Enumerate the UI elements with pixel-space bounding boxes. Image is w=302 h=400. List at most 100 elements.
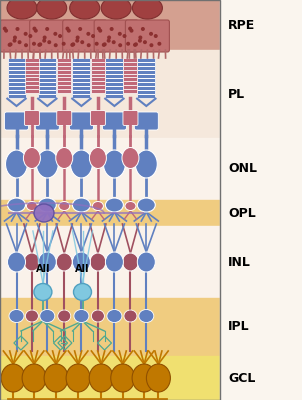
Bar bbox=[0, 50, 220, 138]
Ellipse shape bbox=[122, 253, 138, 271]
FancyBboxPatch shape bbox=[137, 58, 155, 98]
Circle shape bbox=[75, 39, 79, 43]
Ellipse shape bbox=[59, 202, 70, 210]
Ellipse shape bbox=[56, 253, 72, 271]
FancyBboxPatch shape bbox=[72, 58, 90, 98]
Circle shape bbox=[42, 39, 46, 43]
Text: AII: AII bbox=[75, 264, 90, 274]
Bar bbox=[0, 0, 220, 400]
Circle shape bbox=[8, 43, 11, 47]
Circle shape bbox=[141, 27, 145, 31]
FancyBboxPatch shape bbox=[124, 58, 137, 93]
Circle shape bbox=[15, 27, 20, 31]
Ellipse shape bbox=[36, 150, 58, 178]
Ellipse shape bbox=[34, 204, 54, 222]
Text: AII: AII bbox=[36, 264, 50, 274]
Circle shape bbox=[138, 39, 142, 43]
Circle shape bbox=[138, 36, 142, 40]
Ellipse shape bbox=[92, 202, 103, 210]
FancyBboxPatch shape bbox=[57, 110, 72, 126]
FancyBboxPatch shape bbox=[134, 112, 158, 130]
Circle shape bbox=[110, 27, 114, 31]
Ellipse shape bbox=[103, 150, 125, 178]
Circle shape bbox=[43, 36, 47, 40]
FancyBboxPatch shape bbox=[57, 58, 71, 93]
Bar bbox=[0, 200, 220, 226]
Ellipse shape bbox=[25, 310, 38, 322]
Bar bbox=[0, 298, 220, 356]
Circle shape bbox=[98, 29, 102, 33]
Text: INL: INL bbox=[228, 256, 251, 268]
Circle shape bbox=[45, 27, 49, 31]
Circle shape bbox=[107, 39, 111, 43]
Circle shape bbox=[157, 42, 161, 46]
Ellipse shape bbox=[37, 0, 67, 19]
FancyBboxPatch shape bbox=[90, 110, 105, 126]
Circle shape bbox=[38, 42, 42, 46]
Circle shape bbox=[149, 43, 153, 47]
Ellipse shape bbox=[89, 364, 113, 392]
FancyBboxPatch shape bbox=[24, 110, 39, 126]
FancyBboxPatch shape bbox=[63, 20, 107, 52]
Circle shape bbox=[8, 42, 13, 46]
Ellipse shape bbox=[22, 364, 46, 392]
FancyBboxPatch shape bbox=[94, 20, 138, 52]
FancyBboxPatch shape bbox=[125, 20, 169, 52]
Circle shape bbox=[3, 27, 7, 31]
Ellipse shape bbox=[72, 198, 90, 212]
Circle shape bbox=[87, 43, 91, 47]
Circle shape bbox=[24, 43, 28, 47]
FancyBboxPatch shape bbox=[35, 112, 59, 130]
Circle shape bbox=[123, 34, 127, 38]
Circle shape bbox=[70, 43, 74, 47]
Circle shape bbox=[86, 32, 90, 36]
Circle shape bbox=[32, 42, 36, 46]
Circle shape bbox=[67, 29, 71, 33]
Circle shape bbox=[54, 43, 58, 47]
Ellipse shape bbox=[107, 310, 122, 322]
Ellipse shape bbox=[66, 364, 90, 392]
Circle shape bbox=[37, 43, 41, 47]
Ellipse shape bbox=[58, 310, 71, 322]
Circle shape bbox=[28, 34, 32, 38]
Ellipse shape bbox=[137, 252, 155, 272]
Circle shape bbox=[126, 42, 130, 46]
FancyBboxPatch shape bbox=[0, 20, 44, 52]
Bar bbox=[0, 356, 220, 400]
FancyBboxPatch shape bbox=[38, 58, 56, 98]
Circle shape bbox=[47, 40, 51, 44]
Circle shape bbox=[58, 34, 62, 38]
Ellipse shape bbox=[40, 310, 55, 322]
Ellipse shape bbox=[38, 198, 56, 212]
Circle shape bbox=[112, 40, 116, 44]
Circle shape bbox=[32, 27, 37, 31]
FancyBboxPatch shape bbox=[5, 112, 28, 130]
Circle shape bbox=[71, 42, 75, 46]
FancyBboxPatch shape bbox=[8, 58, 25, 98]
Ellipse shape bbox=[92, 310, 104, 322]
Circle shape bbox=[13, 36, 17, 40]
Ellipse shape bbox=[111, 364, 135, 392]
Ellipse shape bbox=[105, 198, 124, 212]
Ellipse shape bbox=[44, 364, 68, 392]
Ellipse shape bbox=[74, 310, 89, 322]
Ellipse shape bbox=[9, 310, 24, 322]
Circle shape bbox=[78, 27, 82, 31]
Ellipse shape bbox=[72, 252, 90, 272]
Ellipse shape bbox=[23, 148, 40, 168]
Ellipse shape bbox=[132, 0, 162, 19]
Ellipse shape bbox=[137, 198, 155, 212]
Circle shape bbox=[149, 32, 153, 36]
Circle shape bbox=[34, 29, 38, 33]
Circle shape bbox=[107, 36, 111, 40]
Circle shape bbox=[133, 43, 137, 47]
Ellipse shape bbox=[146, 364, 170, 392]
Ellipse shape bbox=[101, 0, 131, 19]
Circle shape bbox=[118, 32, 122, 36]
Bar bbox=[0, 0, 220, 50]
Ellipse shape bbox=[135, 150, 157, 178]
Text: IPL: IPL bbox=[228, 320, 250, 333]
Circle shape bbox=[134, 42, 138, 46]
Ellipse shape bbox=[26, 202, 37, 210]
Circle shape bbox=[103, 42, 107, 46]
